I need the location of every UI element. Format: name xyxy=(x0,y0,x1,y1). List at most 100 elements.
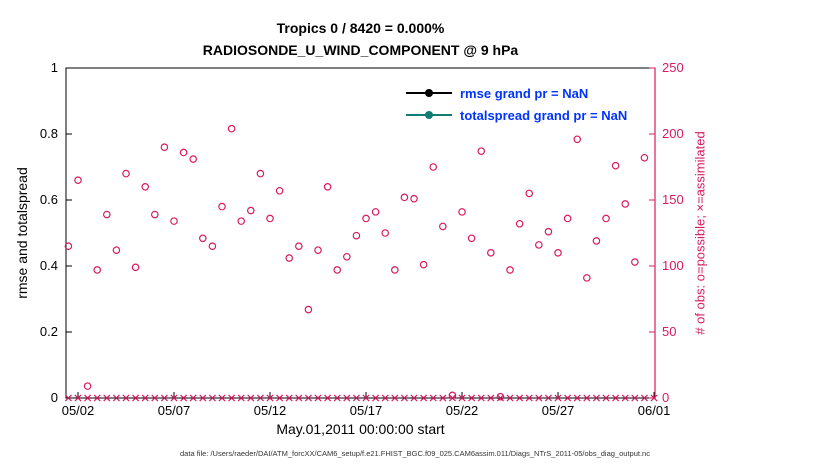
right-tick-label: 50 xyxy=(662,324,676,339)
assimilated-obs-point xyxy=(564,394,572,402)
assimilated-obs-point xyxy=(468,394,476,402)
right-tick-label: 200 xyxy=(662,126,684,141)
x-tick-label: 05/27 xyxy=(542,403,575,418)
assimilated-obs-point xyxy=(544,394,552,402)
assimilated-obs-point xyxy=(573,394,581,402)
possible-obs-point xyxy=(323,183,332,191)
right-tick-label: 150 xyxy=(662,192,684,207)
assimilated-obs-point xyxy=(208,394,216,402)
possible-obs-point xyxy=(352,231,361,240)
assimilated-obs-point xyxy=(631,394,639,402)
x-tick-label: 05/17 xyxy=(350,403,383,418)
possible-obs-point xyxy=(410,194,418,203)
possible-obs-point xyxy=(583,274,591,282)
possible-obs-point xyxy=(275,186,284,195)
possible-obs-point xyxy=(112,246,121,254)
possible-obs-point xyxy=(266,214,274,223)
possible-obs-point xyxy=(611,161,620,170)
assimilated-obs-point xyxy=(343,394,351,402)
assimilated-obs-point xyxy=(362,394,370,402)
possible-obs-point xyxy=(170,217,178,225)
possible-obs-point xyxy=(506,266,514,274)
legend-label-totalspread: totalspread grand pr = NaN xyxy=(460,107,628,123)
x-axis-label: May.01,2011 00:00:00 start xyxy=(276,421,445,437)
rmse-line-marker-icon xyxy=(406,88,452,98)
possible-obs-point xyxy=(496,392,505,401)
right-tick-label: 250 xyxy=(662,60,684,75)
assimilated-obs-point xyxy=(516,394,524,402)
assimilated-obs-point xyxy=(640,394,648,402)
possible-obs-point xyxy=(602,214,610,223)
possible-obs-point xyxy=(237,217,246,225)
left-tick-label: 0.2 xyxy=(40,324,58,339)
assimilated-obs-point xyxy=(304,394,312,402)
data-file-caption: data file: /Users/raeder/DAI/ATM_forcXX/… xyxy=(180,449,650,458)
assimilated-obs-point xyxy=(458,394,466,402)
assimilated-obs-point xyxy=(324,394,332,402)
x-tick-label: 05/12 xyxy=(254,403,287,418)
left-tick-label: 0.8 xyxy=(40,126,58,141)
assimilated-obs-point xyxy=(583,394,591,402)
x-tick-label: 05/22 xyxy=(446,403,479,418)
possible-obs-point xyxy=(141,183,150,191)
assimilated-obs-point xyxy=(285,394,293,402)
legend-entry-rmse: rmse grand pr = NaN xyxy=(406,82,627,104)
left-tick-label: 1 xyxy=(51,60,58,75)
possible-obs-point xyxy=(93,266,102,274)
possible-obs-point xyxy=(419,260,428,269)
assimilated-obs-point xyxy=(420,394,428,402)
assimilated-obs-point xyxy=(266,394,274,402)
possible-obs-point xyxy=(592,237,601,245)
possible-obs-point xyxy=(544,227,553,236)
right-tick-label: 0 xyxy=(662,390,669,405)
x-tick-label: 06/01 xyxy=(638,403,671,418)
possible-obs-point xyxy=(179,148,188,157)
assimilated-obs-point xyxy=(535,394,543,402)
possible-obs-point xyxy=(74,176,82,185)
right-axis-label: # of obs: o=possible; ×=assimilated xyxy=(692,131,708,335)
assimilated-obs-point xyxy=(506,394,514,402)
assimilated-obs-point xyxy=(74,394,82,402)
assimilated-obs-point xyxy=(180,394,188,402)
assimilated-obs-point xyxy=(199,394,207,402)
assimilated-obs-point xyxy=(621,394,629,402)
assimilated-obs-point xyxy=(218,394,226,402)
assimilated-obs-point xyxy=(381,394,389,402)
assimilated-obs-point xyxy=(352,394,360,402)
possible-obs-point xyxy=(631,258,639,266)
x-tick-label: 05/07 xyxy=(158,403,191,418)
assimilated-obs-point xyxy=(93,394,101,402)
assimilated-obs-point xyxy=(333,394,341,402)
assimilated-obs-point xyxy=(112,394,120,402)
totalspread-line-marker-icon xyxy=(406,110,452,120)
possible-obs-point xyxy=(208,242,217,251)
assimilated-obs-point xyxy=(276,394,284,402)
assimilated-obs-point xyxy=(295,394,303,402)
possible-obs-point xyxy=(640,153,649,162)
possible-obs-point xyxy=(535,241,543,249)
possible-obs-point xyxy=(189,155,198,163)
possible-obs-point xyxy=(400,193,409,202)
possible-obs-point xyxy=(458,208,466,216)
left-axis-label: rmse and totalspread xyxy=(14,167,30,299)
left-tick-label: 0.6 xyxy=(40,192,58,207)
assimilated-obs-point xyxy=(84,394,92,402)
legend-entry-totalspread: totalspread grand pr = NaN xyxy=(406,104,627,126)
assimilated-obs-point xyxy=(429,394,437,402)
possible-obs-point xyxy=(199,234,207,243)
assimilated-obs-point xyxy=(477,394,485,402)
possible-obs-point xyxy=(362,214,370,223)
possible-obs-point xyxy=(477,147,486,155)
possible-obs-point xyxy=(314,246,322,254)
assimilated-obs-point xyxy=(228,394,236,402)
assimilated-obs-point xyxy=(650,394,658,402)
possible-obs-point xyxy=(256,169,265,178)
assimilated-obs-point xyxy=(314,394,322,402)
assimilated-obs-point xyxy=(410,394,418,402)
assimilated-obs-point xyxy=(170,394,178,402)
plot-title-line1: Tropics 0 / 8420 = 0.000% xyxy=(276,20,445,36)
possible-obs-point xyxy=(621,200,630,208)
possible-obs-point xyxy=(525,189,534,198)
possible-obs-point xyxy=(515,219,524,228)
